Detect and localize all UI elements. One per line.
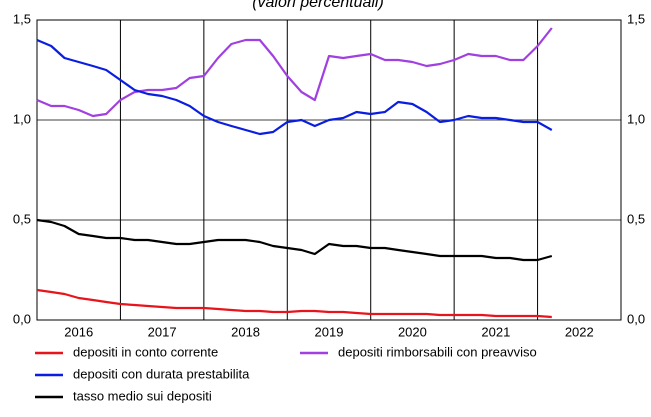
chart-title: (valori percentuali): [252, 0, 384, 11]
series-line: [36, 27, 553, 118]
x-tick-label: 2019: [315, 324, 344, 339]
x-tick-label: 2017: [148, 324, 177, 339]
y2-tick-label: 1,0: [627, 111, 645, 126]
y-tick-label: 1,0: [13, 111, 31, 126]
legend-label: depositi con durata prestabilita: [73, 366, 250, 381]
legend-label: depositi rimborsabili con preavviso: [338, 344, 537, 359]
y2-tick-label: 1,5: [627, 11, 645, 26]
y-tick-label: 1,5: [13, 11, 31, 26]
x-tick-label: 2018: [231, 324, 260, 339]
y2-tick-label: 0,0: [627, 311, 645, 326]
legend-label: tasso medio sui depositi: [73, 388, 212, 403]
x-tick-label: 2020: [398, 324, 427, 339]
series-line: [36, 38, 553, 136]
legend-label: depositi in conto corrente: [73, 344, 218, 359]
series-line: [36, 288, 552, 319]
plot-frame: [36, 19, 622, 321]
y-tick-label: 0,0: [13, 311, 31, 326]
x-tick-label: 2021: [481, 324, 510, 339]
series-line: [36, 218, 553, 262]
x-tick-label: 2016: [64, 324, 93, 339]
y2-tick-label: 0,5: [627, 211, 645, 226]
x-tick-label: 2022: [565, 324, 594, 339]
y-tick-label: 0,5: [13, 211, 31, 226]
